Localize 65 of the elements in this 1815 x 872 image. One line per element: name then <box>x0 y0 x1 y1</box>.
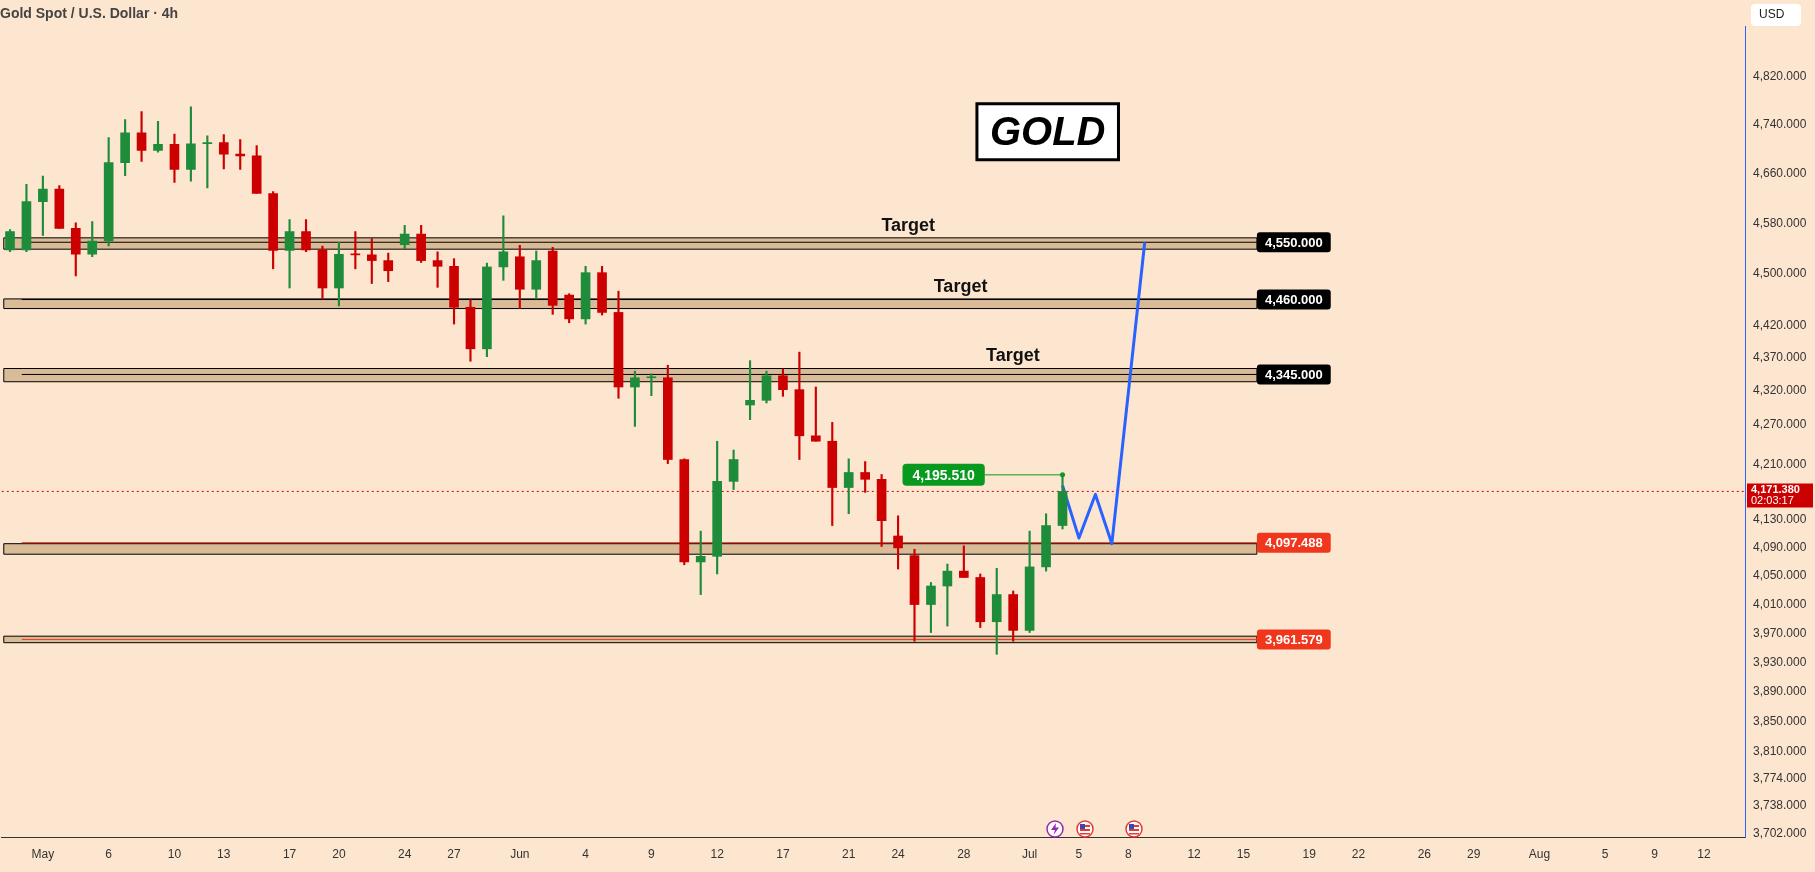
y-tick-label: 3,850.000 <box>1753 713 1807 728</box>
y-tick-label: 4,130.000 <box>1753 512 1807 527</box>
x-tick-label: Aug <box>1528 847 1551 862</box>
y-tick-label: 4,010.000 <box>1753 596 1807 611</box>
y-tick-label: 4,580.000 <box>1753 215 1807 230</box>
y-tick-label: 4,370.000 <box>1753 350 1807 365</box>
x-tick-label: 12 <box>1697 847 1711 862</box>
annotation: GOLD <box>989 108 1106 153</box>
y-tick-label: 4,660.000 <box>1753 166 1807 181</box>
ref-line-label: 4,550.000 <box>1264 234 1323 250</box>
ref-line-label: 4,097.488 <box>1264 535 1323 551</box>
ref-line-label: 3,961.579 <box>1264 631 1323 647</box>
y-tick-label: 3,774.000 <box>1753 770 1807 785</box>
x-tick-label: 24 <box>891 847 906 862</box>
x-tick-label: 9 <box>648 847 656 862</box>
x-tick-label: Jun <box>510 847 530 862</box>
y-tick-label: 4,820.000 <box>1753 69 1807 84</box>
x-tick-label: 8 <box>1124 847 1132 862</box>
y-tick-label: 4,210.000 <box>1753 457 1807 472</box>
x-tick-label: 13 <box>217 847 231 862</box>
y-tick-label: 4,050.000 <box>1753 568 1807 583</box>
x-tick-label: 22 <box>1351 847 1366 862</box>
y-axis-title: USD <box>1759 7 1785 22</box>
chart-title: Gold Spot / U.S. Dollar · 4h <box>0 5 179 22</box>
y-tick-label: 3,890.000 <box>1753 683 1807 698</box>
ref-line-label: 4,195.510 <box>912 466 976 483</box>
x-tick-label: 6 <box>105 847 113 862</box>
ref-line-label: 4,171.380 02:03:17 <box>1751 483 1800 507</box>
y-tick-label: 4,500.000 <box>1753 266 1807 281</box>
ref-line-label: 4,460.000 <box>1264 292 1323 308</box>
x-tick-label: 4 <box>582 847 590 862</box>
x-tick-label: 9 <box>1651 847 1659 862</box>
x-tick-label: Jul <box>1021 847 1038 862</box>
x-tick-label: 24 <box>398 847 412 862</box>
x-tick-label: 5 <box>1075 847 1083 862</box>
ref-line-label: 4,345.000 <box>1264 367 1323 383</box>
x-tick-label: 28 <box>957 847 971 862</box>
x-tick-label: 27 <box>447 847 462 862</box>
x-tick-label: 17 <box>282 847 297 862</box>
y-tick-label: 3,810.000 <box>1753 743 1807 758</box>
x-tick-label: 21 <box>842 847 856 862</box>
y-tick-label: 3,702.000 <box>1753 826 1807 841</box>
x-tick-label: 12 <box>1187 847 1202 862</box>
x-tick-label: 5 <box>1601 847 1609 862</box>
candlestick <box>811 386 821 442</box>
y-tick-label: 3,930.000 <box>1753 654 1807 669</box>
y-tick-label: 4,090.000 <box>1753 540 1807 555</box>
annotation: Target <box>986 345 1040 366</box>
x-tick-label: 17 <box>776 847 790 862</box>
y-tick-label: 4,320.000 <box>1753 383 1807 398</box>
y-tick-label: 3,738.000 <box>1753 798 1807 813</box>
x-tick-label: 15 <box>1236 847 1251 862</box>
annotation: Target <box>933 275 988 296</box>
x-tick-label: 26 <box>1417 847 1432 862</box>
x-tick-label: May <box>31 847 55 862</box>
x-tick-label: 10 <box>167 847 182 862</box>
x-tick-label: 20 <box>332 847 346 862</box>
x-tick-label: 19 <box>1302 847 1317 862</box>
x-tick-label: 12 <box>710 847 725 862</box>
y-tick-label: 4,740.000 <box>1753 117 1807 132</box>
annotation: Target <box>881 214 936 235</box>
y-tick-label: 4,420.000 <box>1753 317 1807 332</box>
x-tick-label: 29 <box>1466 847 1481 862</box>
y-tick-label: 4,270.000 <box>1753 416 1807 431</box>
y-tick-label: 3,970.000 <box>1753 625 1807 640</box>
